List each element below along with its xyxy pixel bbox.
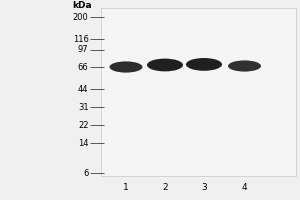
Ellipse shape: [147, 59, 183, 71]
Text: 66: 66: [78, 62, 88, 72]
Text: 97: 97: [78, 45, 88, 54]
Text: 116: 116: [73, 34, 88, 44]
Text: 2: 2: [162, 183, 168, 192]
Text: 3: 3: [201, 183, 207, 192]
Text: 14: 14: [78, 138, 88, 147]
Ellipse shape: [228, 60, 261, 72]
Bar: [100, 8, 296, 176]
Text: kDa: kDa: [72, 0, 92, 9]
Text: 44: 44: [78, 85, 88, 94]
Text: 1: 1: [123, 183, 129, 192]
Text: 4: 4: [242, 183, 247, 192]
Ellipse shape: [110, 61, 142, 73]
Text: 31: 31: [78, 102, 88, 112]
Text: 6: 6: [83, 168, 88, 178]
Text: 200: 200: [73, 12, 88, 21]
Text: 22: 22: [78, 120, 88, 130]
Ellipse shape: [186, 58, 222, 71]
